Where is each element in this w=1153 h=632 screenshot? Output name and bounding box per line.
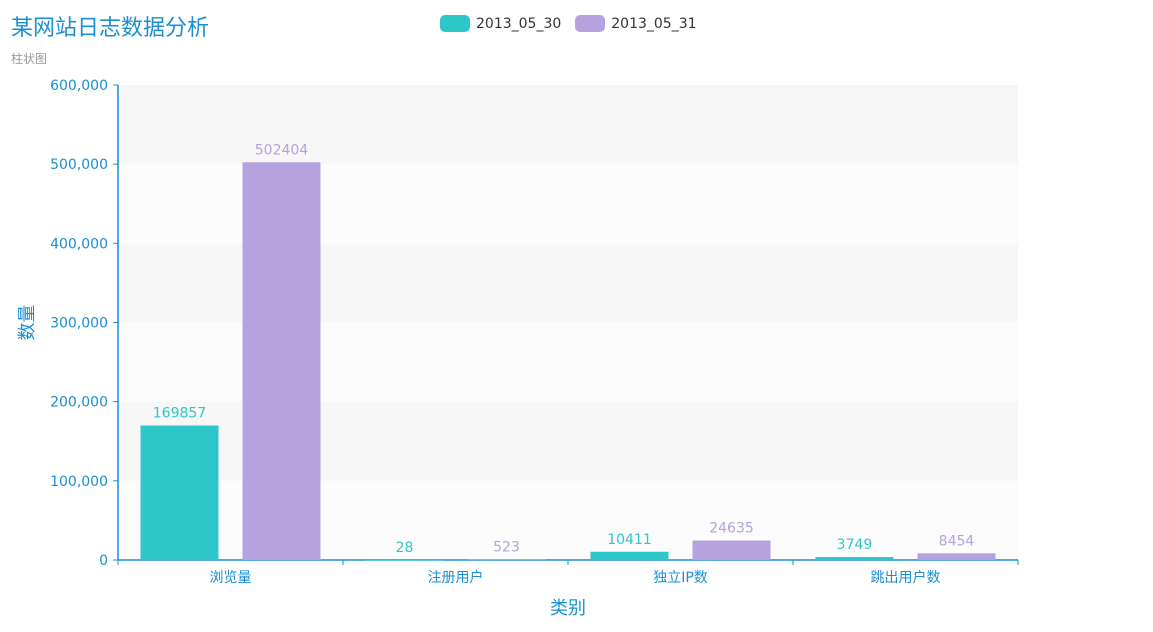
x-category-label: 跳出用户数 bbox=[871, 569, 941, 586]
legend: 2013_05_30 2013_05_31 bbox=[440, 15, 711, 32]
x-category-label: 注册用户 bbox=[428, 569, 484, 586]
x-category-label: 独立IP数 bbox=[653, 570, 708, 586]
legend-swatch-series-1 bbox=[440, 15, 470, 32]
data-label: 523 bbox=[493, 540, 520, 556]
data-label: 502404 bbox=[255, 142, 309, 158]
legend-label-series-1: 2013_05_30 bbox=[476, 15, 562, 32]
bar bbox=[467, 559, 546, 561]
y-tick-label: 200,000 bbox=[50, 395, 108, 411]
data-label: 8454 bbox=[939, 533, 975, 549]
bar bbox=[140, 425, 219, 560]
data-label: 10411 bbox=[607, 532, 652, 548]
y-tick-label: 600,000 bbox=[50, 78, 108, 94]
data-label: 24635 bbox=[709, 520, 754, 536]
data-label: 3749 bbox=[837, 537, 873, 553]
y-tick-label: 400,000 bbox=[50, 236, 108, 252]
x-category-label: 浏览量 bbox=[210, 570, 252, 586]
data-label: 28 bbox=[396, 540, 414, 556]
bar bbox=[815, 557, 894, 560]
grid-band bbox=[118, 85, 1018, 165]
data-label: 169857 bbox=[153, 406, 206, 422]
legend-item-series-1[interactable]: 2013_05_30 bbox=[440, 15, 561, 32]
y-tick-label: 300,000 bbox=[50, 316, 108, 332]
y-tick-label: 100,000 bbox=[50, 474, 108, 490]
legend-item-series-2[interactable]: 2013_05_31 bbox=[575, 15, 697, 32]
x-axis-title: 类别 bbox=[550, 598, 586, 619]
bar bbox=[365, 559, 444, 561]
chart-subtitle: 柱状图 bbox=[11, 52, 48, 66]
bar bbox=[917, 553, 996, 560]
y-tick-label: 500,000 bbox=[50, 157, 108, 173]
chart-title: 某网站日志数据分析 bbox=[11, 16, 210, 41]
legend-swatch-series-2 bbox=[575, 15, 606, 32]
bar bbox=[590, 551, 669, 560]
y-tick-label: 0 bbox=[99, 553, 108, 569]
bar bbox=[692, 540, 771, 560]
bar bbox=[242, 162, 321, 561]
y-axis-title: 数量 bbox=[17, 305, 38, 341]
legend-label-series-2: 2013_05_31 bbox=[611, 15, 697, 32]
